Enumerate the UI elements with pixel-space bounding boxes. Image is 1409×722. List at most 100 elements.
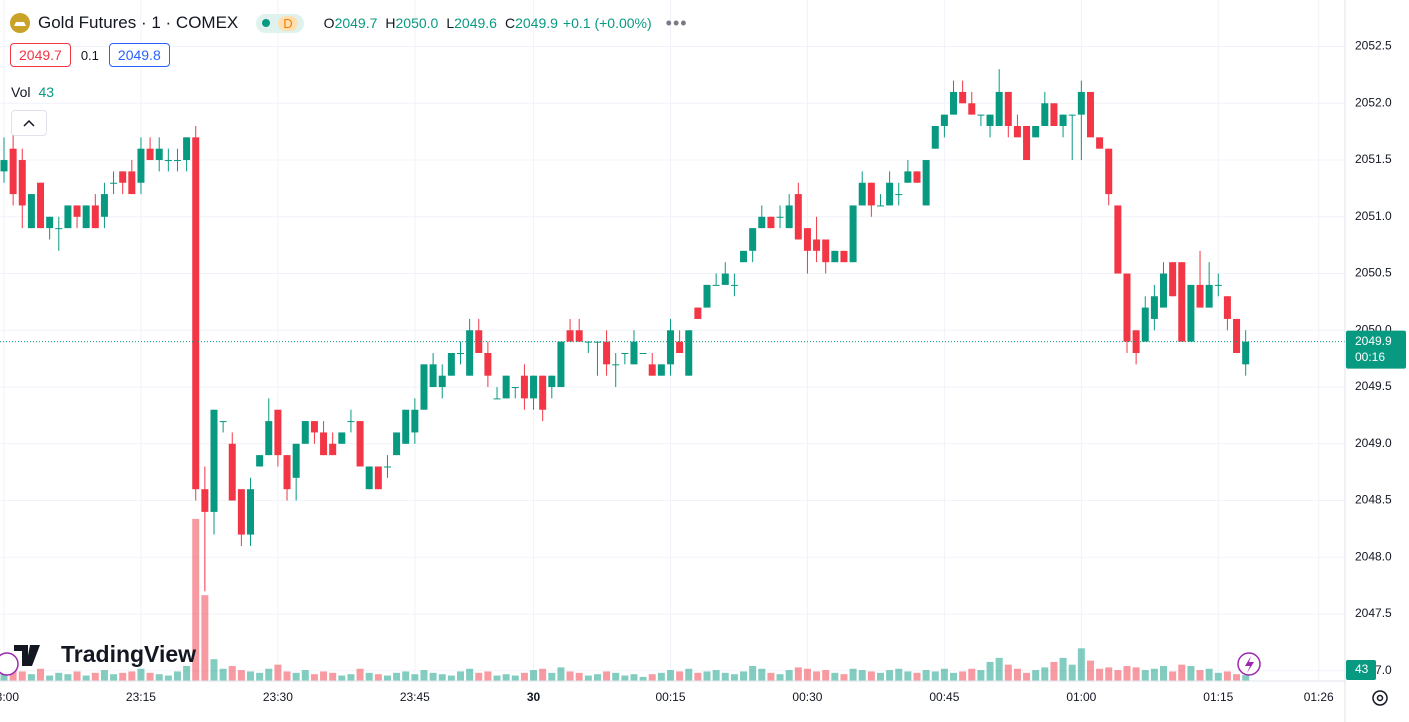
volume-bar [959,671,967,681]
volume-bar [1132,667,1140,681]
volume-bar [539,668,547,681]
candle-body [247,489,255,535]
volume-bar [18,671,26,681]
volume-bar [137,668,145,681]
candle-body [548,375,556,388]
volume-bar [1086,660,1094,681]
settings-icon[interactable] [1372,690,1388,706]
volume-bar [402,671,410,681]
volume-bar [457,671,464,681]
volume-bar [1004,664,1012,681]
candle-body [703,284,711,308]
candle-body [1196,284,1204,308]
candle-body [721,273,729,285]
volume-bar [320,671,328,681]
volume-bar [694,672,702,681]
candle-body [274,409,282,456]
volume-value-box [1346,660,1376,680]
sell-button[interactable]: 2049.7 [10,43,71,67]
volume-bar [374,674,382,681]
replay-icon[interactable] [0,652,19,676]
candle-body [1150,296,1158,319]
volume-bar [82,675,90,681]
candle-body [393,432,401,456]
x-tick-label: 00:30 [792,690,822,704]
candle-body [365,466,373,490]
volume-bar [1223,671,1231,681]
volume-bar [593,674,601,681]
candle-body [466,330,474,376]
volume-bar [192,518,200,681]
status-badge[interactable]: D [256,13,304,33]
candle-body [1059,114,1067,126]
candle-body [1160,273,1168,308]
volume-bar [1178,664,1186,681]
candle-body [977,114,985,116]
candle-body [959,91,967,104]
more-menu[interactable]: ••• [665,12,688,33]
volume-bar [584,675,592,681]
candle-body [904,171,912,183]
volume-bar [1205,668,1213,681]
volume-bar [1059,657,1067,681]
candle-body [950,91,958,115]
candle-body [995,91,1003,126]
candle-body [913,171,921,183]
volume-bar [1023,672,1031,681]
candle-body [858,182,866,206]
candle-body [776,216,784,218]
candle-body [612,364,620,366]
spread: 0.1 [80,47,99,63]
candle-body [676,341,684,353]
x-tick-label: 01:26 [1304,690,1334,704]
candle-body [155,148,163,161]
candle-body [813,239,821,251]
candle-body [758,216,766,229]
volume-bar [73,671,81,681]
volume-bar [1141,670,1149,681]
x-tick-label: 01:00 [1066,690,1096,704]
volume-bar [1242,675,1250,681]
volume-bar [849,668,857,681]
candle-body [831,250,839,263]
volume-bar [283,671,291,681]
volume-bar [603,671,611,681]
volume-bar [575,672,583,681]
candle-body [886,182,894,206]
candle-body [438,375,446,388]
ohlc-value: 2049.6 [454,15,497,31]
candle-body [173,160,181,162]
buy-button[interactable]: 2049.8 [108,43,170,67]
volume-bar [630,674,638,681]
volume-bar [64,674,72,681]
candle-body [256,455,264,467]
candle-body [283,455,291,490]
volume-bar [703,671,711,681]
candle-body [265,421,273,456]
candle-body [18,160,26,206]
candle-body [922,160,930,206]
last-price-box [1346,330,1406,369]
status-dot [262,19,271,27]
volume-bar [1169,671,1177,681]
volume-bar [173,671,181,681]
candle-body [1187,284,1195,342]
symbol-title[interactable]: Gold Futures · 1 · COMEX [38,13,239,32]
volume-bar [228,666,236,681]
volume-bar [931,671,939,681]
volume-bar [329,672,337,681]
volume-bar [164,675,172,681]
volume-bar [1114,670,1122,681]
candle-body [82,205,90,229]
volume-bar [612,672,620,681]
volume-bar [639,676,647,681]
volume-bar [621,675,629,681]
candle-body [767,216,775,229]
volume-bar [1032,670,1040,681]
volume-bar [986,661,994,681]
volume-bar [0,672,8,681]
collapse-button[interactable] [11,110,47,136]
volume-bar [447,675,455,681]
volume-value: 43 [38,84,55,100]
candle-body [493,398,501,400]
